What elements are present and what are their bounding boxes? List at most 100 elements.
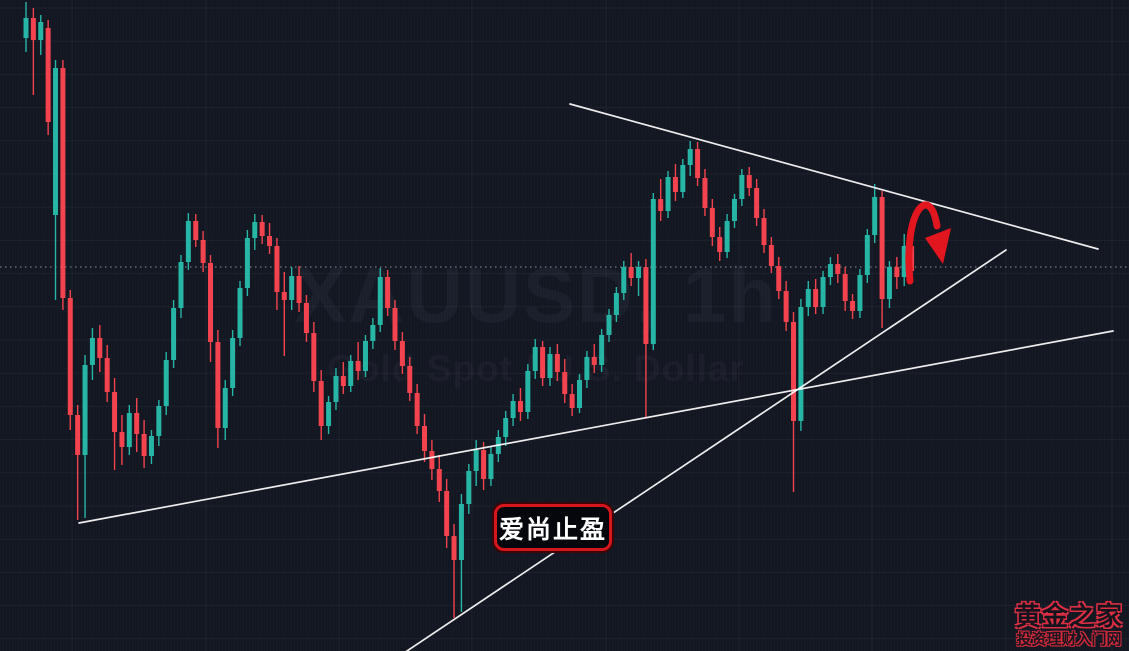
candle-up [636,261,642,296]
candle-down [754,179,760,226]
site-watermark-title: 黄金之家 [1014,600,1123,631]
candle-down [791,312,797,492]
candle-down [894,257,900,289]
candle-down [422,414,428,462]
candle-up [532,339,538,379]
candle-up [680,159,686,198]
candle-down [193,214,199,247]
candle-down [134,398,140,452]
candle-down [591,344,597,373]
candle-down [643,259,649,418]
site-watermark-subtitle: 投资理财入门网 [1016,631,1122,649]
candle-down [842,267,848,311]
candle-down [267,223,273,254]
candle-up [805,281,811,316]
candle-up [163,352,169,415]
candle-up [466,464,472,514]
candle-up [503,411,509,446]
candle-down [746,167,752,196]
candle-down [311,322,317,392]
candle-up [53,60,59,300]
candle-up [864,229,870,283]
candle-down [761,209,767,253]
candle-up [458,494,464,612]
candle-down [141,420,147,468]
candle-down [259,215,265,244]
upper-descending-trendline[interactable] [569,103,1099,250]
candle-up [244,230,250,296]
candle-up [148,430,154,464]
candle-down [569,384,575,416]
candle-down [281,272,287,356]
candle-down [562,359,568,403]
candle-down [60,60,66,310]
candle-up [473,440,479,486]
candle-down [355,342,361,380]
candle-up [577,374,582,413]
candle-down [776,257,782,299]
candle-down [112,378,118,470]
candle-up [488,447,494,486]
candle-up [237,281,243,346]
candle-up [798,299,804,431]
candle-down [75,405,81,520]
candle-down [407,357,413,401]
candle-down [429,440,435,480]
candle-down [658,179,664,221]
candle-up [827,257,833,285]
candle-down [385,270,391,316]
candle-up [185,213,191,270]
candle-up [23,2,29,52]
candle-down [67,290,73,430]
candle-up [178,255,184,318]
candle-down [628,253,634,286]
red-arrow-annotation[interactable] [905,201,951,285]
candle-down [399,332,405,374]
candle-up [650,193,656,350]
stop-profit-label[interactable]: 爱尚止盈 [494,504,612,551]
candle-up [621,261,627,300]
candle-up [731,194,737,228]
candle-up [584,351,590,388]
candle-up [348,355,354,392]
candle-down [554,344,560,381]
candle-up [252,214,258,250]
candle-down [436,455,442,502]
candle-up [599,329,605,372]
steep-ascending-trendline[interactable] [401,249,1007,651]
candle-up [665,171,671,218]
candle-down [208,255,213,362]
candle-down [540,341,546,386]
candle-down [709,199,715,246]
candle-up [82,355,88,518]
candle-down [517,388,523,421]
candle-down [451,524,457,618]
candle-up [525,364,531,419]
candle-down [695,142,701,186]
candle-down [45,20,51,135]
candle-up [886,261,892,308]
lower-ascending-trendline[interactable] [78,330,1114,524]
candle-up [89,328,95,380]
candle-down [702,169,708,216]
candle-down [879,191,885,328]
candle-up [370,318,376,349]
candle-up [377,268,383,332]
candle-up [38,15,44,55]
candle-down [340,362,346,394]
candle-down [30,8,36,95]
candle-up [362,335,368,377]
candle-up [820,271,826,314]
candle-up [510,394,516,426]
candle-up [230,330,236,396]
candle-down [104,345,110,402]
candle-up [872,184,878,243]
candle-down [783,281,789,331]
candle-up [326,396,332,434]
candle-down [274,238,280,310]
candle-down [414,384,420,434]
candle-down [296,266,302,312]
candle-up [547,347,553,386]
